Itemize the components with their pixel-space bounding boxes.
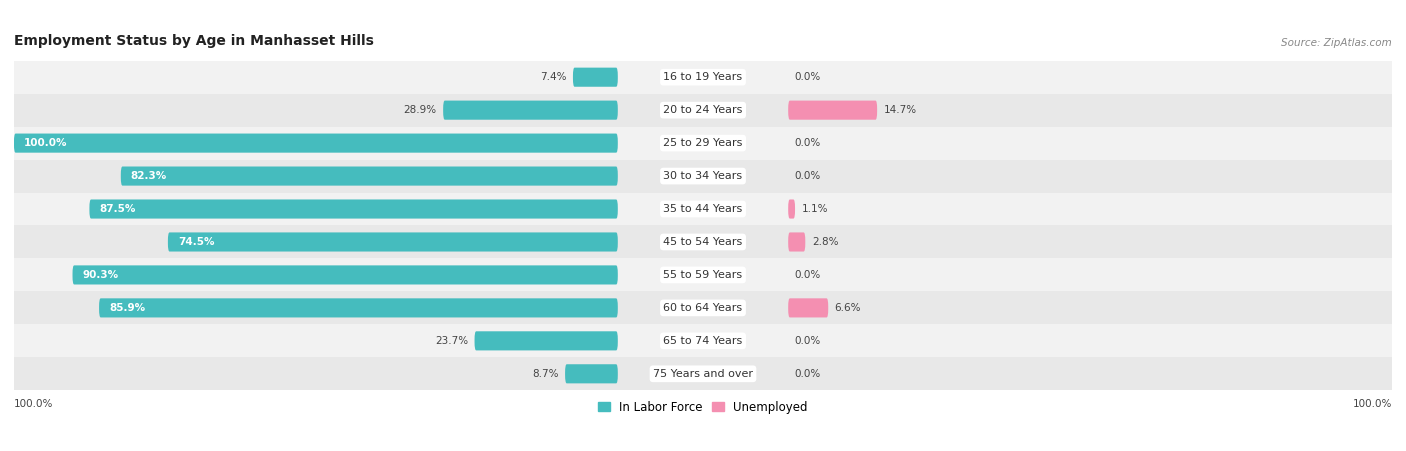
FancyBboxPatch shape: [14, 226, 1392, 258]
Text: 20 to 24 Years: 20 to 24 Years: [664, 105, 742, 115]
Text: 25 to 29 Years: 25 to 29 Years: [664, 138, 742, 148]
Text: 74.5%: 74.5%: [177, 237, 214, 247]
Text: 87.5%: 87.5%: [100, 204, 136, 214]
FancyBboxPatch shape: [14, 357, 1392, 390]
Text: 35 to 44 Years: 35 to 44 Years: [664, 204, 742, 214]
Text: 45 to 54 Years: 45 to 54 Years: [664, 237, 742, 247]
FancyBboxPatch shape: [14, 94, 1392, 127]
Text: Employment Status by Age in Manhasset Hills: Employment Status by Age in Manhasset Hi…: [14, 33, 374, 47]
Text: 90.3%: 90.3%: [83, 270, 118, 280]
Text: 55 to 59 Years: 55 to 59 Years: [664, 270, 742, 280]
Legend: In Labor Force, Unemployed: In Labor Force, Unemployed: [593, 396, 813, 419]
Text: 30 to 34 Years: 30 to 34 Years: [664, 171, 742, 181]
FancyBboxPatch shape: [14, 193, 1392, 226]
FancyBboxPatch shape: [90, 199, 617, 219]
Text: 0.0%: 0.0%: [794, 72, 821, 82]
FancyBboxPatch shape: [14, 160, 1392, 193]
Text: 14.7%: 14.7%: [883, 105, 917, 115]
Text: 0.0%: 0.0%: [794, 336, 821, 346]
FancyBboxPatch shape: [14, 61, 1392, 94]
FancyBboxPatch shape: [121, 166, 617, 186]
Text: 75 Years and over: 75 Years and over: [652, 369, 754, 379]
FancyBboxPatch shape: [789, 232, 806, 252]
Text: 100.0%: 100.0%: [1353, 399, 1392, 409]
FancyBboxPatch shape: [14, 324, 1392, 357]
FancyBboxPatch shape: [475, 331, 617, 350]
Text: 100.0%: 100.0%: [24, 138, 67, 148]
Text: 0.0%: 0.0%: [794, 138, 821, 148]
FancyBboxPatch shape: [98, 299, 617, 318]
Text: 23.7%: 23.7%: [434, 336, 468, 346]
FancyBboxPatch shape: [167, 232, 617, 252]
Text: 28.9%: 28.9%: [404, 105, 437, 115]
FancyBboxPatch shape: [789, 299, 828, 318]
Text: 85.9%: 85.9%: [110, 303, 145, 313]
FancyBboxPatch shape: [789, 101, 877, 120]
FancyBboxPatch shape: [14, 127, 1392, 160]
Text: 60 to 64 Years: 60 to 64 Years: [664, 303, 742, 313]
FancyBboxPatch shape: [443, 101, 617, 120]
Text: 65 to 74 Years: 65 to 74 Years: [664, 336, 742, 346]
Text: 100.0%: 100.0%: [14, 399, 53, 409]
FancyBboxPatch shape: [572, 68, 617, 87]
FancyBboxPatch shape: [565, 364, 617, 383]
FancyBboxPatch shape: [14, 133, 617, 152]
Text: 8.7%: 8.7%: [531, 369, 558, 379]
FancyBboxPatch shape: [14, 291, 1392, 324]
Text: 6.6%: 6.6%: [835, 303, 862, 313]
FancyBboxPatch shape: [73, 265, 617, 285]
Text: 0.0%: 0.0%: [794, 270, 821, 280]
Text: 16 to 19 Years: 16 to 19 Years: [664, 72, 742, 82]
Text: 0.0%: 0.0%: [794, 369, 821, 379]
Text: 0.0%: 0.0%: [794, 171, 821, 181]
Text: 82.3%: 82.3%: [131, 171, 167, 181]
FancyBboxPatch shape: [789, 199, 794, 219]
FancyBboxPatch shape: [14, 258, 1392, 291]
Text: 2.8%: 2.8%: [811, 237, 838, 247]
Text: 7.4%: 7.4%: [540, 72, 567, 82]
Text: Source: ZipAtlas.com: Source: ZipAtlas.com: [1281, 37, 1392, 47]
Text: 1.1%: 1.1%: [801, 204, 828, 214]
